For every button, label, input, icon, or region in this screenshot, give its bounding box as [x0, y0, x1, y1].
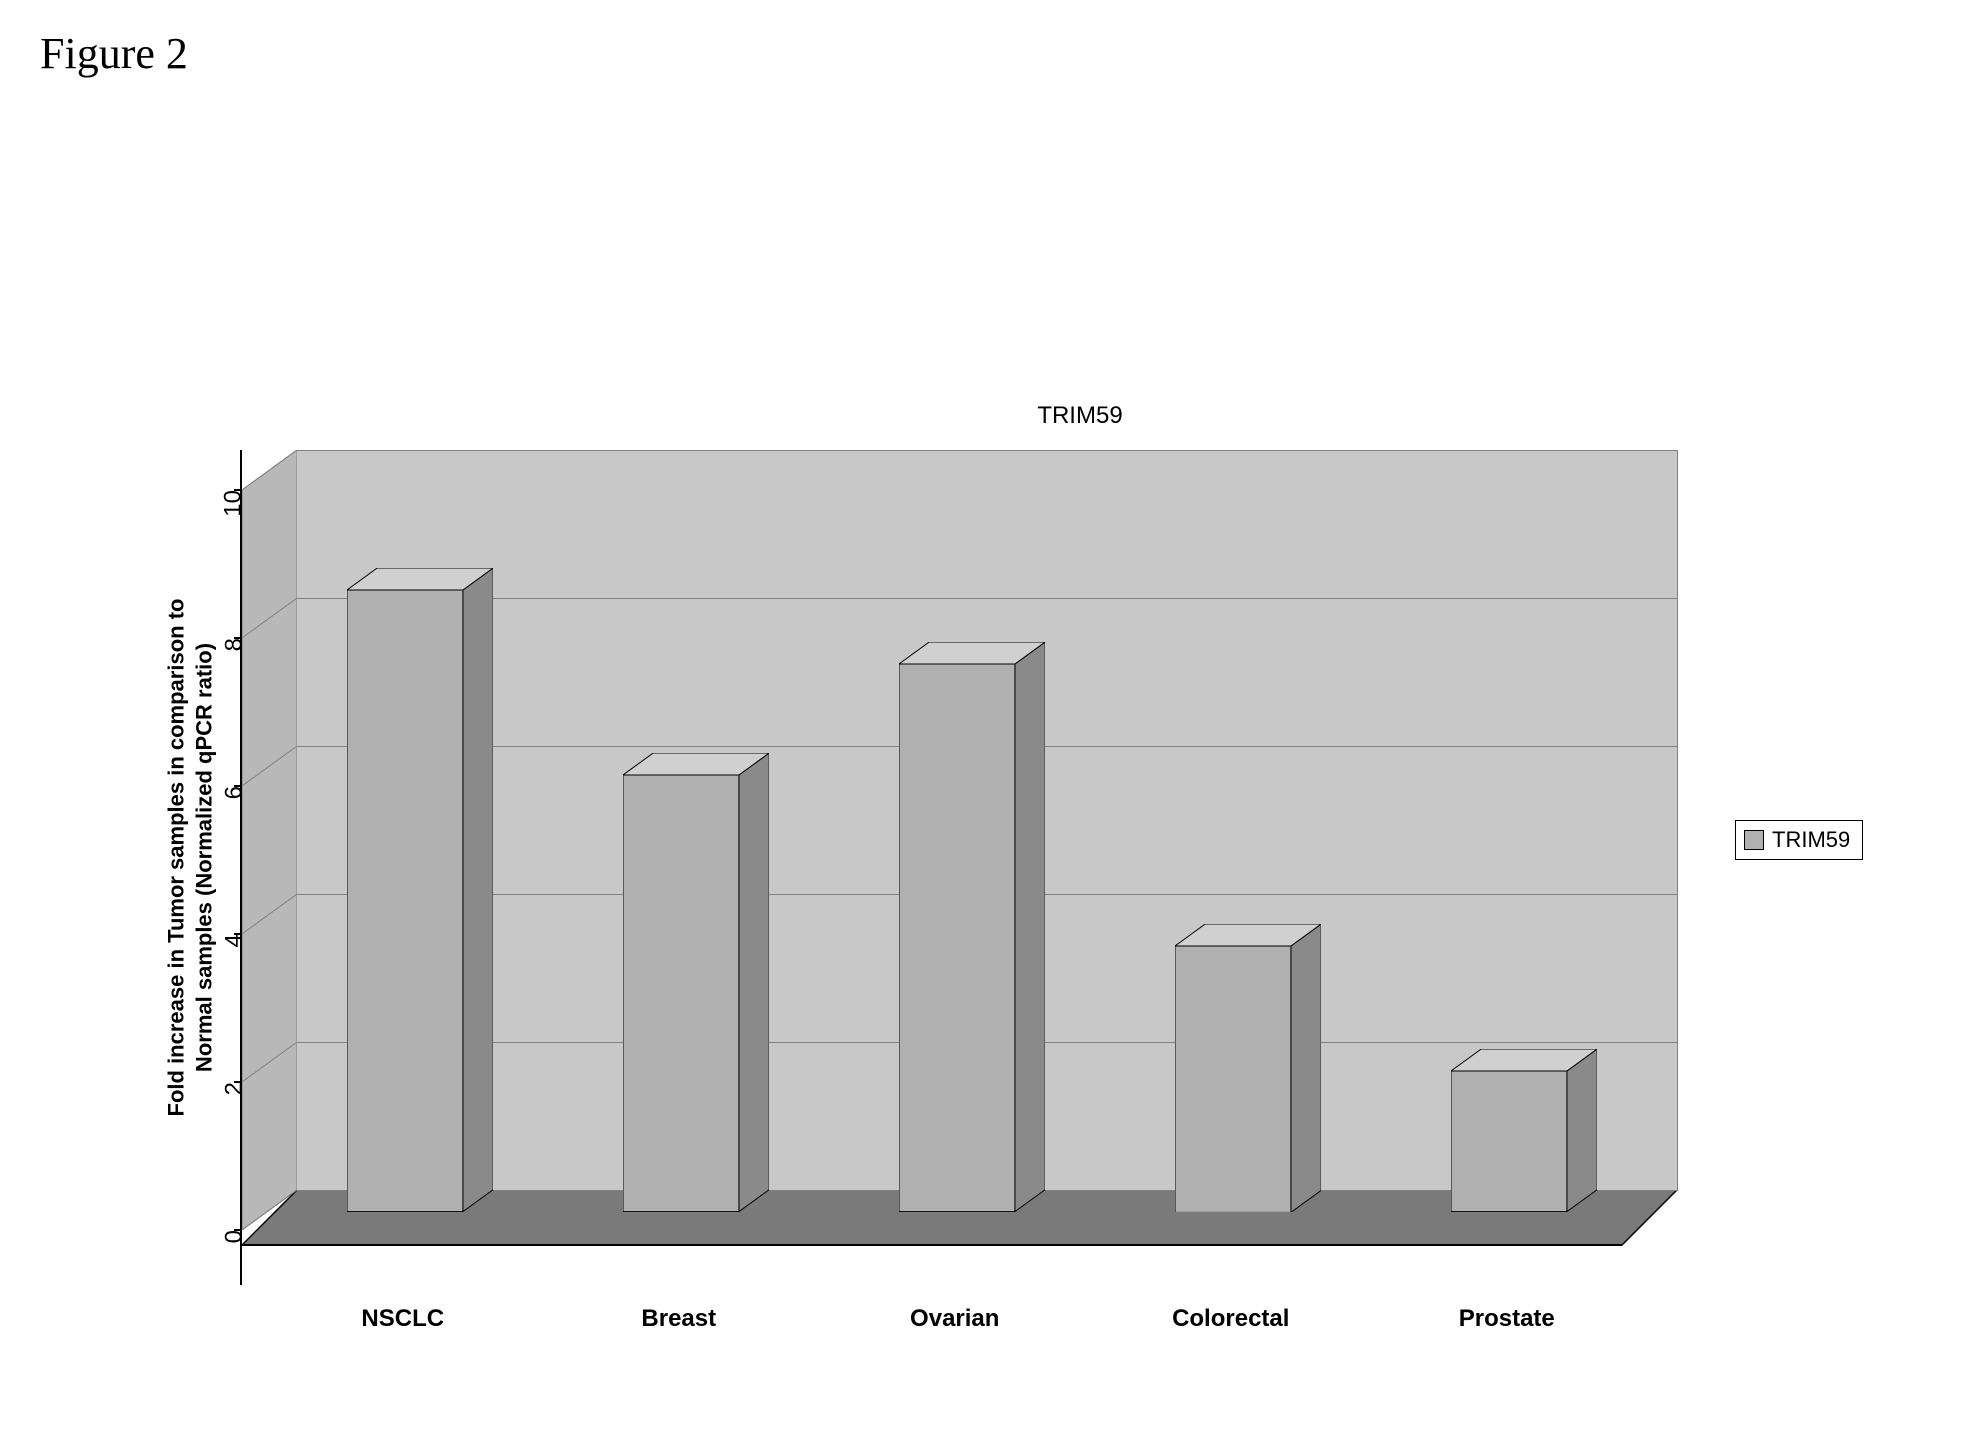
y-tick-mark [234, 1081, 242, 1083]
plot-column: TRIM59 NSCLC Breast Ovarian Colorectal Prost… [240, 450, 1920, 1370]
legend-swatch-icon [1744, 830, 1764, 850]
bar [347, 568, 493, 1212]
x-tick-label: Colorectal [1172, 1305, 1289, 1333]
x-labels-row: NSCLC Breast Ovarian Colorectal Prostate [240, 1305, 1920, 1365]
gridline [297, 450, 1677, 451]
legend: TRIM59 [1735, 820, 1863, 860]
x-tick-label: Breast [641, 1305, 716, 1333]
x-tick-label: Ovarian [910, 1305, 999, 1333]
x-tick-label: NSCLC [361, 1305, 444, 1333]
ylabel-column: Fold increase in Tumor samples in compar… [140, 450, 200, 1370]
x-tick-label: Prostate [1459, 1305, 1555, 1333]
y-tick-mark [234, 785, 242, 787]
bar [1451, 1049, 1597, 1212]
bar [623, 753, 769, 1212]
gridline [297, 598, 1677, 599]
y-ticks-column: 0246810 [200, 450, 240, 1370]
gridline-side [242, 450, 297, 1230]
legend-label: TRIM59 [1772, 827, 1850, 853]
y-tick-mark [234, 489, 242, 491]
chart-stage [240, 450, 1717, 1285]
y-tick-mark [234, 637, 242, 639]
y-tick-mark [234, 1229, 242, 1231]
chart-container: Fold increase in Tumor samples in compar… [140, 450, 1920, 1370]
figure-label: Figure 2 [40, 28, 188, 79]
y-tick-mark [234, 933, 242, 935]
bar [899, 642, 1045, 1212]
chart-title: TRIM59 [240, 402, 1920, 430]
front-baseline [242, 1244, 1622, 1246]
bar [1175, 924, 1321, 1212]
